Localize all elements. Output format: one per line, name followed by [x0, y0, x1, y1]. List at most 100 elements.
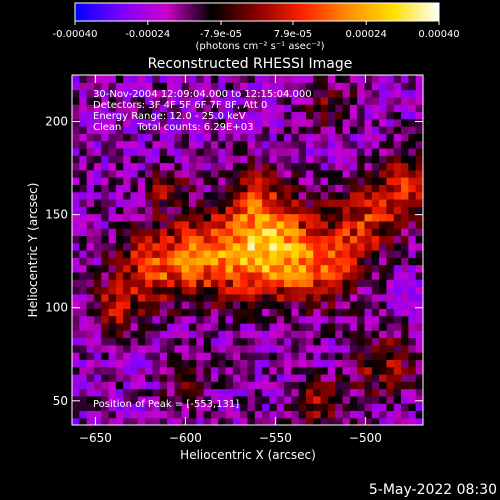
heatmap-cell: [386, 220, 395, 229]
heatmap-cell: [298, 213, 307, 222]
heatmap-cell: [232, 315, 241, 324]
heatmap-cell: [254, 184, 263, 193]
heatmap-cell: [291, 206, 300, 215]
heatmap-cell: [189, 133, 197, 142]
heatmap-cell: [415, 410, 423, 419]
heatmap-cell: [262, 104, 271, 113]
heatmap-cell: [159, 330, 168, 339]
heatmap-cell: [181, 228, 190, 237]
heatmap-cell: [364, 184, 373, 193]
heatmap-cell: [342, 388, 351, 397]
heatmap-cell: [130, 286, 139, 295]
heatmap-cell: [262, 126, 271, 134]
heatmap-cell: [240, 403, 249, 412]
heatmap-cell: [327, 213, 336, 222]
heatmap-cell: [415, 198, 423, 207]
heatmap-cell: [254, 206, 263, 215]
heatmap-cell: [210, 228, 219, 237]
heatmap-cell: [203, 111, 212, 120]
heatmap-cell: [269, 242, 278, 251]
heatmap-cell: [203, 133, 212, 142]
heatmap-cell: [108, 250, 117, 258]
heatmap-cell: [108, 257, 117, 266]
heatmap-cell: [371, 111, 380, 120]
heatmap-cell: [115, 147, 124, 156]
heatmap-cell: [247, 264, 256, 273]
heatmap-cell: [218, 126, 227, 134]
heatmap-cell: [210, 118, 219, 127]
heatmap-cell: [108, 395, 117, 404]
heatmap-cell: [240, 352, 249, 360]
heatmap-cell: [101, 111, 110, 120]
heatmap-cell: [335, 82, 344, 91]
heatmap-cell: [86, 366, 95, 375]
heatmap-cell: [364, 286, 373, 295]
heatmap-cell: [210, 373, 219, 382]
heatmap-cell: [291, 388, 300, 397]
heatmap-cell: [371, 235, 380, 244]
heatmap-cell: [152, 352, 161, 360]
heatmap-cell: [327, 257, 336, 266]
heatmap-cell: [320, 162, 329, 171]
heatmap-cell: [393, 308, 402, 317]
heatmap-cell: [335, 264, 344, 273]
heatmap-cell: [152, 206, 161, 215]
heatmap-cell: [393, 162, 402, 171]
heatmap-cell: [320, 235, 329, 244]
heatmap-cell: [225, 162, 234, 171]
heatmap-cell: [306, 206, 314, 215]
heatmap-cell: [415, 264, 423, 273]
heatmap-cell: [130, 330, 139, 339]
heatmap-cell: [262, 169, 271, 178]
heatmap-cell: [276, 191, 285, 200]
heatmap-cell: [137, 82, 146, 91]
heatmap-cell: [335, 403, 344, 412]
heatmap-cell: [342, 104, 351, 113]
heatmap-cell: [159, 417, 168, 425]
heatmap-cell: [386, 184, 395, 193]
heatmap-cell: [210, 257, 219, 266]
heatmap-cell: [232, 279, 241, 288]
heatmap-cell: [262, 330, 271, 339]
heatmap-cell: [130, 417, 139, 425]
heatmap-cell: [174, 198, 183, 207]
heatmap-cell: [108, 344, 117, 353]
heatmap-cell: [93, 381, 102, 390]
heatmap-cell: [159, 162, 168, 171]
heatmap-cell: [130, 118, 139, 127]
heatmap-cell: [101, 330, 110, 339]
heatmap-cell: [320, 330, 329, 339]
heatmap-cell: [101, 352, 110, 360]
heatmap-cell: [123, 279, 132, 288]
heatmap-cell: [371, 395, 380, 404]
heatmap-cell: [174, 104, 183, 113]
heatmap-cell: [203, 279, 212, 288]
heatmap-cell: [152, 198, 161, 207]
heatmap-cell: [86, 82, 95, 91]
heatmap-cell: [218, 301, 227, 309]
heatmap-cell: [327, 344, 336, 353]
heatmap-cell: [284, 308, 292, 317]
heatmap-cell: [327, 155, 336, 164]
heatmap-cell: [159, 344, 168, 353]
heatmap-cell: [357, 177, 366, 185]
heatmap-cell: [408, 381, 417, 390]
colorbar-tick-label: -7.9e-05: [200, 29, 242, 40]
heatmap-cell: [79, 147, 88, 156]
heatmap-cell: [152, 388, 161, 397]
heatmap-cell: [181, 366, 190, 375]
heatmap-cell: [247, 242, 256, 251]
heatmap-cell: [203, 293, 212, 302]
heatmap-cell: [101, 308, 110, 317]
heatmap-cell: [181, 169, 190, 178]
heatmap-cell: [415, 330, 423, 339]
heatmap-cell: [93, 330, 102, 339]
heatmap-cell: [93, 264, 102, 273]
heatmap-cell: [145, 96, 154, 105]
heatmap-cell: [123, 395, 132, 404]
heatmap-cell: [79, 344, 88, 353]
heatmap-cell: [269, 308, 278, 317]
heatmap-cell: [196, 177, 205, 185]
heatmap-cell: [247, 366, 256, 375]
